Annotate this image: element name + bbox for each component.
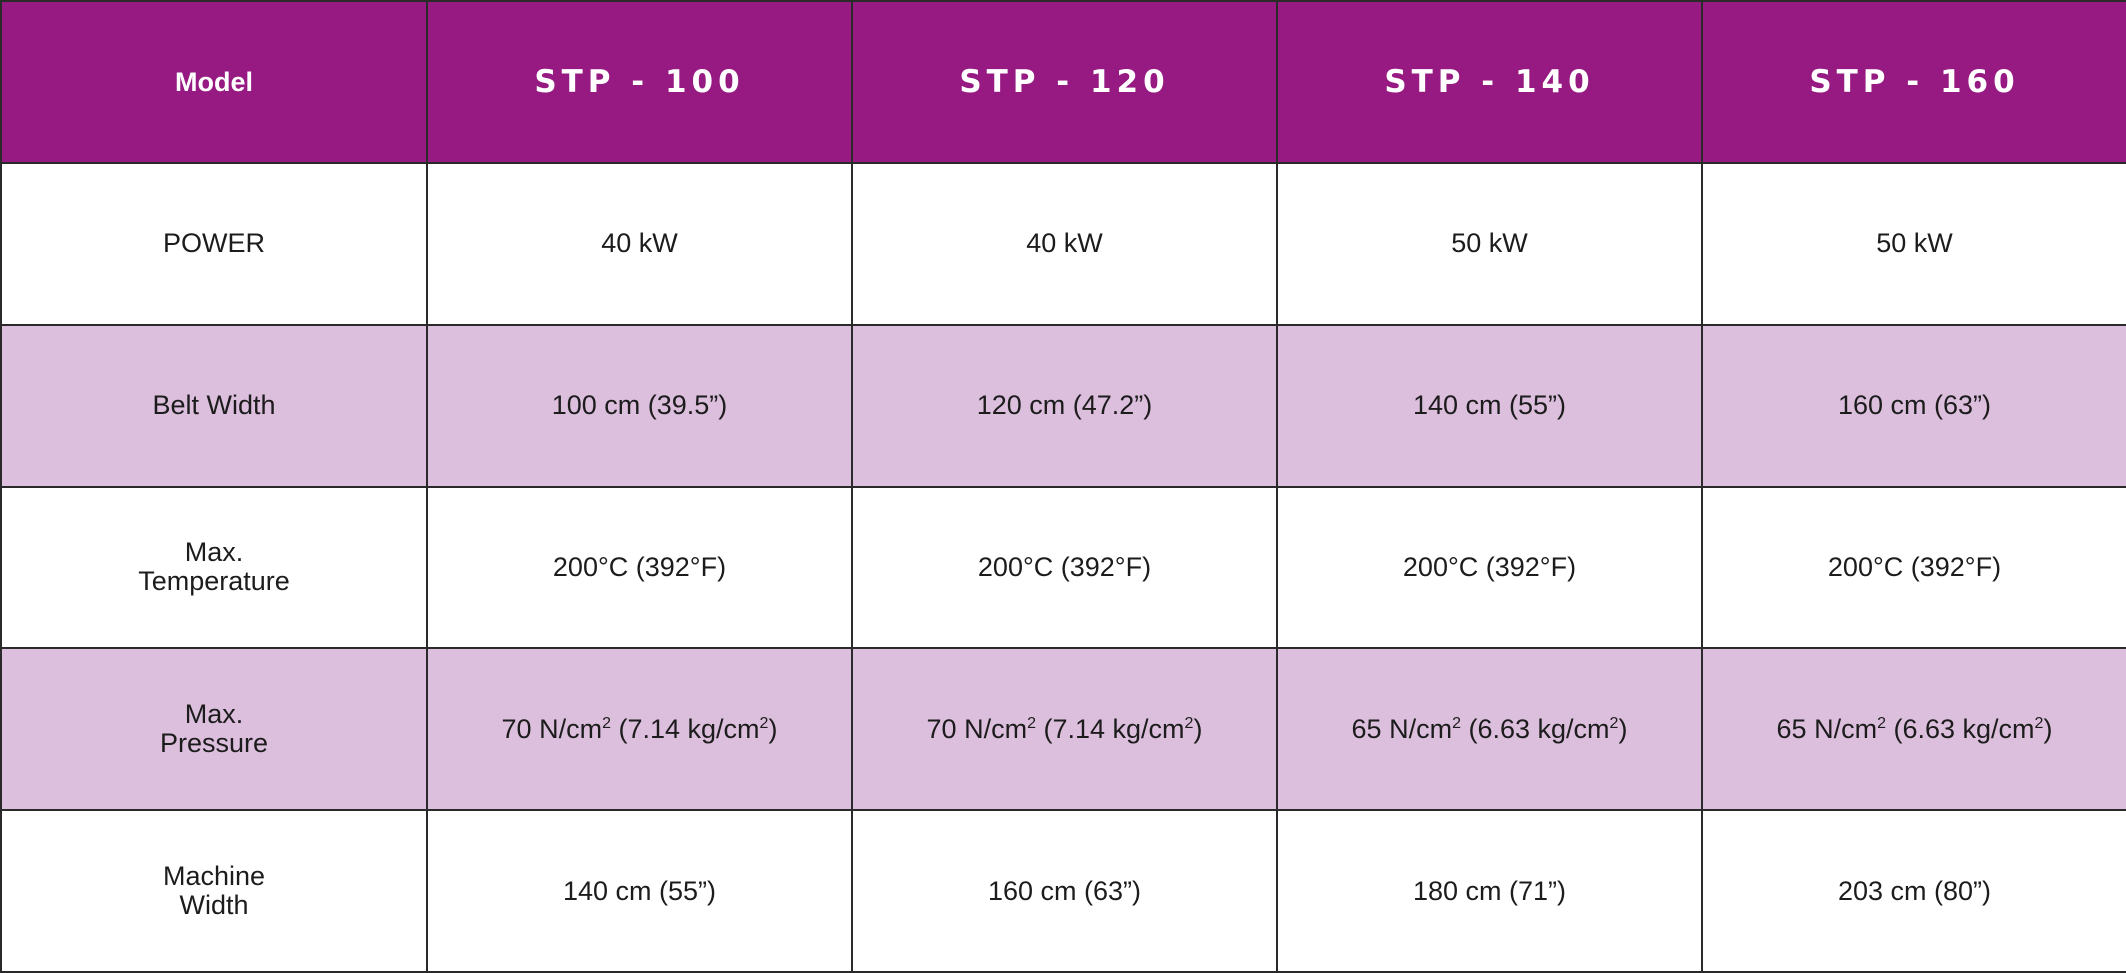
table-cell: 70 N/cm2 (7.14 kg/cm2): [426, 647, 853, 812]
header-model-stp-140: STP - 140: [1276, 0, 1703, 164]
closing-paren: ): [1618, 713, 1628, 744]
closing-paren: ): [768, 713, 778, 744]
superscript: 2: [1452, 714, 1461, 732]
table-cell: 200°C (392°F): [1701, 485, 2126, 650]
closing-paren: ): [1193, 713, 1203, 744]
table-cell: 120 cm (47.2”): [851, 323, 1278, 488]
superscript: 2: [759, 714, 769, 732]
pressure-value: 70 N/cm: [926, 713, 1028, 744]
closing-paren: ): [2043, 713, 2053, 744]
pressure-value-alt: (7.14 kg/cm: [618, 713, 760, 744]
header-model-label: Model: [0, 0, 428, 164]
table-cell: 65 N/cm2 (6.63 kg/cm2): [1701, 647, 2126, 812]
pressure-value-alt: (6.63 kg/cm: [1468, 713, 1610, 744]
table-cell: 100 cm (39.5”): [426, 323, 853, 488]
superscript: 2: [602, 714, 611, 732]
superscript: 2: [1027, 714, 1036, 732]
table-row-belt-width: Belt Width 100 cm (39.5”) 120 cm (47.2”)…: [0, 323, 2126, 488]
table-cell: 203 cm (80”): [1701, 809, 2126, 973]
pressure-value: 65 N/cm: [1776, 713, 1878, 744]
table-cell: 160 cm (63”): [851, 809, 1278, 973]
row-label-belt-width: Belt Width: [0, 323, 428, 488]
table-row-machine-width: Machine Width 140 cm (55”) 160 cm (63”) …: [0, 809, 2126, 973]
superscript: 2: [2034, 714, 2044, 732]
table-row-power: POWER 40 kW 40 kW 50 kW 50 kW: [0, 162, 2126, 326]
table-cell: 180 cm (71”): [1276, 809, 1703, 973]
row-label-machine-width: Machine Width: [0, 809, 428, 973]
table-cell: 140 cm (55”): [1276, 323, 1703, 488]
pressure-value-alt: (6.63 kg/cm: [1893, 713, 2035, 744]
table-cell: 50 kW: [1701, 162, 2126, 326]
header-model-stp-160: STP - 160: [1701, 0, 2126, 164]
superscript: 2: [1877, 714, 1886, 732]
pressure-value: 65 N/cm: [1351, 713, 1453, 744]
table-cell: 200°C (392°F): [851, 485, 1278, 650]
table-cell: 50 kW: [1276, 162, 1703, 326]
superscript: 2: [1184, 714, 1194, 732]
table-cell: 40 kW: [426, 162, 853, 326]
table-cell: 40 kW: [851, 162, 1278, 326]
row-label-max-pressure: Max. Pressure: [0, 647, 428, 812]
header-model-stp-100: STP - 100: [426, 0, 853, 164]
pressure-value-alt: (7.14 kg/cm: [1043, 713, 1185, 744]
pressure-value: 70 N/cm: [501, 713, 603, 744]
table-cell: 200°C (392°F): [1276, 485, 1703, 650]
header-model-stp-120: STP - 120: [851, 0, 1278, 164]
table-cell: 200°C (392°F): [426, 485, 853, 650]
header-row: Model STP - 100 STP - 120 STP - 140 STP …: [0, 0, 2126, 164]
table-cell: 65 N/cm2 (6.63 kg/cm2): [1276, 647, 1703, 812]
table-cell: 160 cm (63”): [1701, 323, 2126, 488]
table-row-max-pressure: Max. Pressure 70 N/cm2 (7.14 kg/cm2) 70 …: [0, 647, 2126, 812]
table-cell: 70 N/cm2 (7.14 kg/cm2): [851, 647, 1278, 812]
table-row-max-temperature: Max. Temperature 200°C (392°F) 200°C (39…: [0, 485, 2126, 650]
row-label-power: POWER: [0, 162, 428, 326]
row-label-max-temperature: Max. Temperature: [0, 485, 428, 650]
table-cell: 140 cm (55”): [426, 809, 853, 973]
superscript: 2: [1609, 714, 1619, 732]
